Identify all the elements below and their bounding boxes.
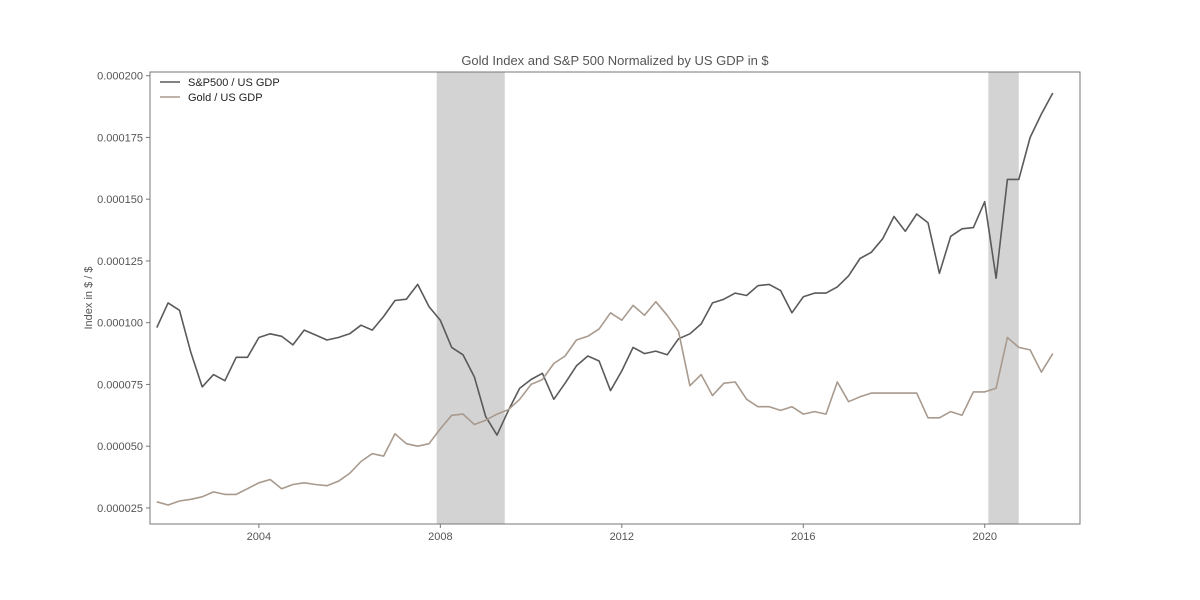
recession-bands xyxy=(436,72,1019,524)
y-axis-label: Index in $ / $ xyxy=(83,267,95,330)
x-tick-label: 2016 xyxy=(791,531,815,543)
y-axis-ticks: 0.000025 0.000050 0.000075 0.000100 0.000125… xyxy=(97,71,150,515)
x-tick-label: 2004 xyxy=(247,531,271,543)
y-tick-label: 0.000150 xyxy=(97,194,143,206)
x-axis-ticks: 2004 2008 2012 2016 2020 xyxy=(247,524,997,543)
y-tick-label: 0.000100 xyxy=(97,318,143,330)
x-tick-label: 2020 xyxy=(972,531,996,543)
y-tick-label: 0.000200 xyxy=(97,71,143,83)
y-tick-label: 0.000175 xyxy=(97,132,143,144)
chart-title: Gold Index and S&P 500 Normalized by US … xyxy=(461,53,769,68)
series-line-sp500 xyxy=(156,92,1054,436)
legend-label-sp500: S&P500 / US GDP xyxy=(188,77,280,89)
y-tick-label: 0.000050 xyxy=(97,441,143,453)
y-tick-label: 0.000025 xyxy=(97,503,143,515)
legend-label-gold: Gold / US GDP xyxy=(188,92,263,104)
y-tick-label: 0.000075 xyxy=(97,379,143,391)
x-tick-label: 2012 xyxy=(610,531,634,543)
series-lines xyxy=(156,92,1054,506)
recession-band xyxy=(436,72,505,524)
series-line-gold xyxy=(156,300,1054,506)
plot-area-frame xyxy=(149,71,1081,525)
recession-band xyxy=(988,72,1019,524)
x-tick-label: 2008 xyxy=(428,531,452,543)
legend: S&P500 / US GDP Gold / US GDP xyxy=(160,77,280,104)
y-tick-label: 0.000125 xyxy=(97,256,143,268)
